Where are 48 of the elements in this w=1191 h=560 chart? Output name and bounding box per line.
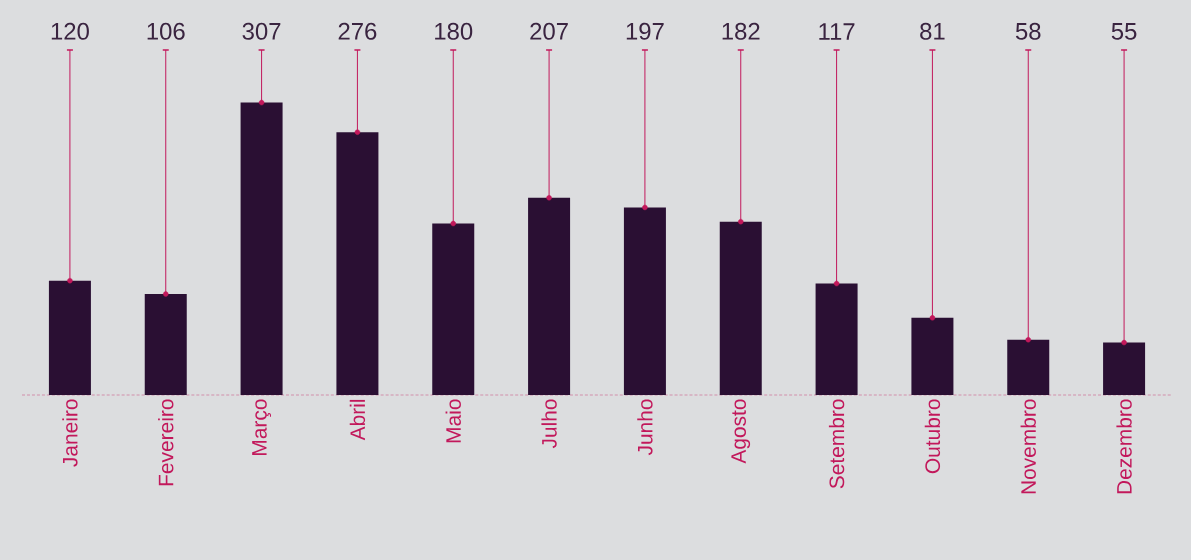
bar [48,280,91,395]
point [258,99,265,106]
x-tick-label: Janeiro [62,399,78,467]
x-tick-label: Agosto [731,399,751,464]
point [1121,339,1127,346]
bar [623,207,666,395]
data-label: 58 [1015,22,1041,40]
point [546,195,552,201]
point [833,280,840,287]
bar [528,197,571,395]
data-label: 120 [51,22,89,40]
point [163,291,169,297]
data-label: 55 [1111,23,1137,40]
bar [815,283,858,395]
x-tick-label: Março [252,399,271,455]
bar [911,317,954,395]
bar [432,223,475,395]
data-label: 276 [338,22,377,40]
point [929,315,936,321]
x-tick-label: Maio [445,399,461,443]
x-tick-label: Fevereiro [158,399,174,486]
bar [1007,339,1050,395]
data-label: 81 [920,22,945,40]
data-label: 182 [722,22,760,40]
point [354,129,361,135]
x-tick-label: Julho [541,399,557,449]
point [1025,337,1031,343]
point [738,218,744,225]
data-label: 307 [242,22,281,40]
x-tick-label: Abril [349,399,366,441]
data-label: 197 [626,22,664,40]
x-tick-label: Novembro [1020,399,1036,494]
x-tick-label: Outubro [924,399,941,474]
point [67,278,73,284]
bar [719,221,762,395]
x-tick-label: Junho [637,399,653,456]
bar [1103,342,1146,395]
data-label: 207 [530,22,568,40]
bar [336,132,379,395]
point [450,220,456,227]
bar [144,294,187,395]
x-tick-label: Dezembro [1116,399,1132,494]
data-label: 106 [147,22,185,40]
point [642,204,648,211]
data-label: 117 [819,23,855,40]
bar [240,102,283,395]
data-label: 180 [435,22,473,40]
x-tick-label: Setembro [828,399,845,489]
